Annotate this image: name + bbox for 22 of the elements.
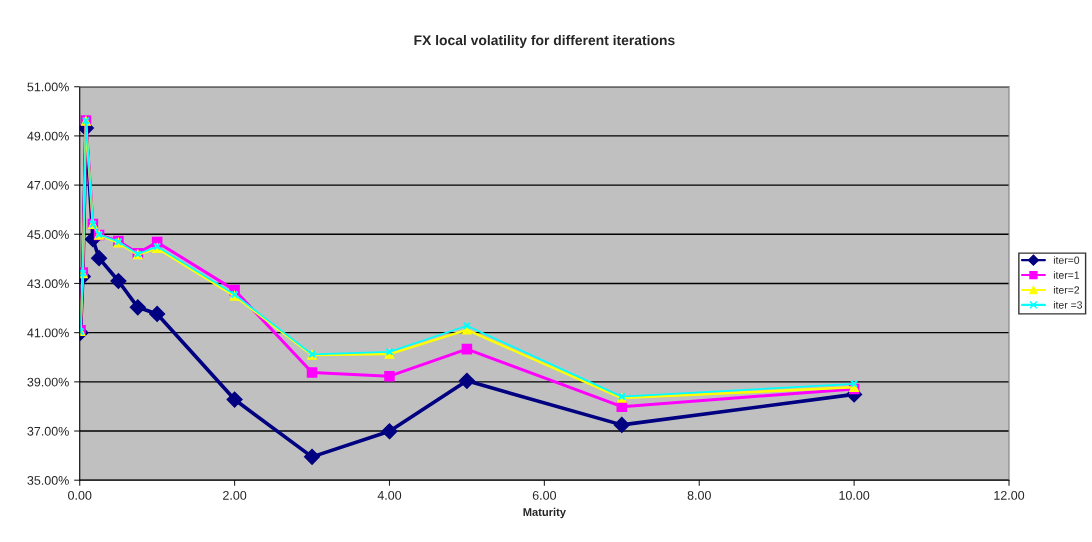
y-tick-label: 47.00% [27,180,69,190]
x-tick-label: 4.00 [377,490,402,500]
legend-label: iter =3 [1053,300,1083,309]
y-tick-label: 51.00% [27,82,69,92]
y-tick-label: 45.00% [27,230,69,239]
y-tick-label: 43.00% [27,279,69,289]
legend-label: iter=2 [1053,286,1080,294]
x-tick-label: 6.00 [532,490,557,500]
x-tick-label: 8.00 [687,490,711,500]
y-tick-label: 35.00% [27,476,69,485]
y-tick-label: 39.00% [27,377,69,387]
x-tick-label: 12.00 [994,490,1025,500]
x-axis-title: Maturity [523,507,566,519]
y-tick-label: 41.00% [27,328,69,338]
x-tick-label: 2.00 [223,490,247,500]
chart-title: FX local volatility for different iterations [414,34,675,48]
x-tick-label: 10.00 [839,490,870,500]
y-tick-label: 37.00% [27,426,69,436]
legend-label: iter=1 [1053,271,1080,279]
x-tick-label: 0.00 [68,490,92,500]
legend-label: iter=0 [1053,256,1080,264]
y-tick-label: 49.00% [27,131,69,141]
